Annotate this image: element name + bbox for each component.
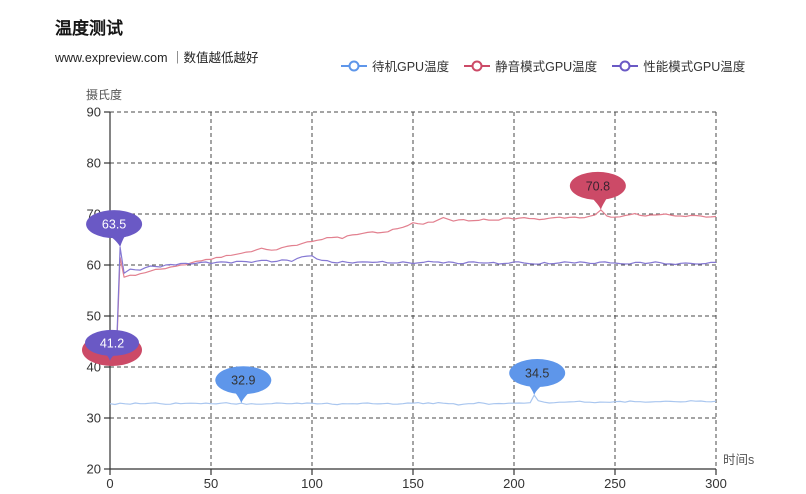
y-tick-label: 50 bbox=[87, 309, 101, 324]
x-tick-label: 250 bbox=[604, 476, 626, 491]
legend-item-0[interactable]: 待机GPU温度 bbox=[341, 56, 449, 75]
callout-value: 32.9 bbox=[231, 374, 255, 388]
chart-subtitle: www.expreview.com ｜数值越低越好 bbox=[55, 51, 259, 65]
callout-value: 34.5 bbox=[525, 367, 549, 381]
chart-title: 温度测试 bbox=[55, 19, 123, 38]
x-tick-label: 200 bbox=[503, 476, 525, 491]
data-callout: 34.5 bbox=[509, 359, 566, 396]
y-tick-label: 30 bbox=[87, 411, 101, 426]
x-tick-label: 100 bbox=[301, 476, 323, 491]
x-tick-label: 150 bbox=[402, 476, 424, 491]
series-line-2 bbox=[109, 246, 717, 362]
y-tick-label: 80 bbox=[87, 156, 101, 171]
legend-item-2[interactable]: 性能模式GPU温度 bbox=[612, 56, 745, 75]
x-tick-label: 300 bbox=[705, 476, 727, 491]
data-callout: 63.5 bbox=[86, 210, 143, 248]
x-tick-label: 0 bbox=[106, 476, 113, 491]
legend-label: 性能模式GPU温度 bbox=[643, 60, 746, 74]
legend-line-marker-icon bbox=[612, 60, 639, 71]
callout-value: 63.5 bbox=[102, 218, 126, 232]
y-tick-label: 90 bbox=[87, 105, 101, 120]
data-callout: 32.9 bbox=[215, 366, 272, 404]
legend-item-1[interactable]: 静音模式GPU温度 bbox=[464, 56, 597, 75]
legend-line-marker-icon bbox=[341, 60, 367, 71]
y-tick-label: 20 bbox=[87, 462, 101, 477]
data-callout: 41.2 bbox=[85, 329, 139, 361]
series-line-0 bbox=[109, 394, 717, 406]
legend-label: 待机GPU温度 bbox=[372, 60, 450, 74]
legend: 待机GPU温度 静音模式GPU温度 性能模式GPU温度 bbox=[341, 56, 745, 75]
x-tick-label: 50 bbox=[204, 476, 218, 491]
legend-label: 静音模式GPU温度 bbox=[495, 60, 598, 74]
y-axis-name: 摄氏度 bbox=[86, 87, 122, 102]
callout-value: 70.8 bbox=[586, 179, 610, 193]
legend-line-marker-icon bbox=[464, 60, 491, 71]
data-callout: 70.8 bbox=[569, 171, 626, 210]
y-tick-label: 60 bbox=[87, 258, 101, 273]
callout-value: 41.2 bbox=[100, 336, 124, 350]
grid-lines bbox=[110, 111, 717, 469]
x-axis-name: 时间s bbox=[723, 453, 754, 467]
series-line-1 bbox=[109, 209, 717, 366]
